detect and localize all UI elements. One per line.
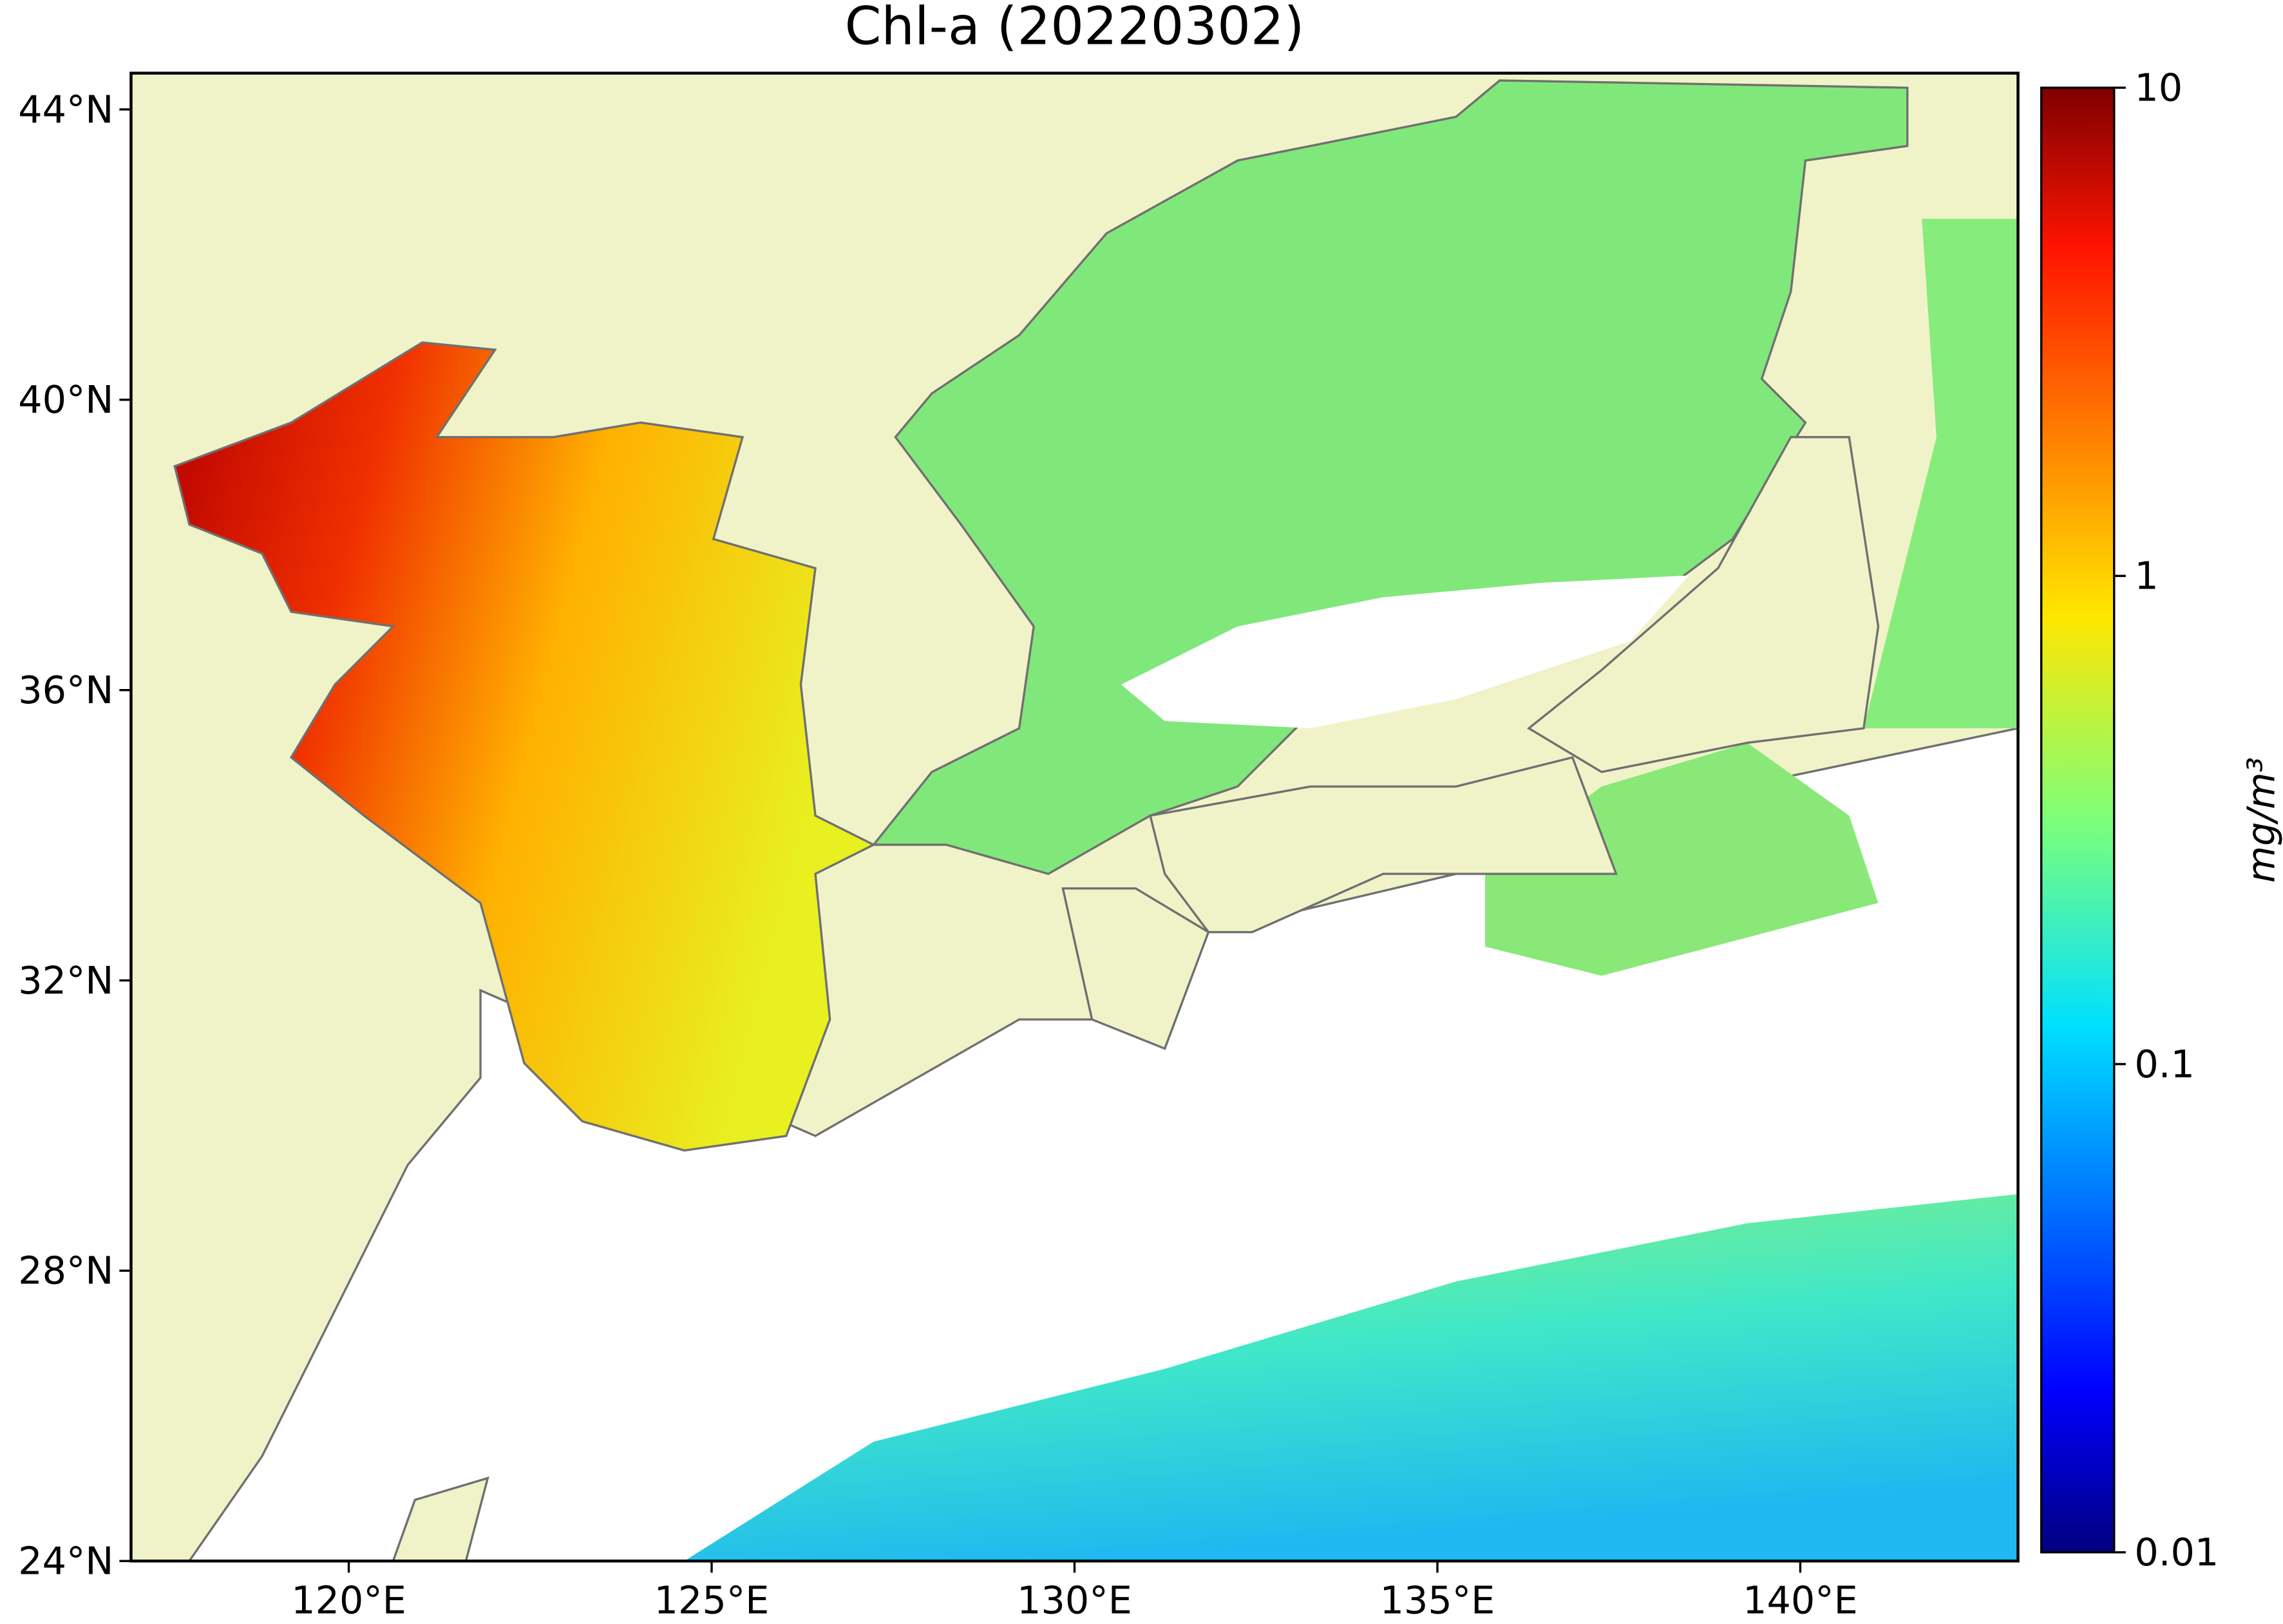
kyushu: [1061, 887, 1210, 1050]
x-tick-label: 125°E: [654, 1578, 770, 1623]
chart-title: Chl-a (20220302): [845, 0, 1305, 57]
colorbar: [2040, 86, 2116, 1554]
colorbar-tick-label: 0.01: [2134, 1530, 2219, 1574]
x-tick-label: 120°E: [291, 1578, 406, 1623]
y-tick-label: 32°N: [18, 958, 113, 1003]
y-tick-label: 24°N: [18, 1539, 113, 1583]
taiwan: [392, 1476, 489, 1562]
east-pacific-chl: [1863, 218, 2018, 729]
y-tick-label: 40°N: [18, 377, 113, 422]
y-tick-label: 36°N: [18, 668, 113, 712]
colorbar-tick-label: 10: [2134, 66, 2183, 110]
colorbar-tick-label: 1: [2134, 554, 2158, 598]
colorbar-label: mg/m³: [2239, 757, 2283, 883]
map-area: [131, 73, 2018, 1562]
y-tick-label: 44°N: [18, 87, 113, 131]
x-tick-label: 130°E: [1017, 1578, 1132, 1623]
x-tick-label: 140°E: [1743, 1578, 1858, 1623]
pacific-chl: [684, 1194, 2018, 1562]
x-tick-label: 135°E: [1380, 1578, 1495, 1623]
yellow-sea-chl: [173, 341, 876, 1152]
cloud-nodata: [1121, 575, 1689, 729]
colorbar-tick-label: 0.1: [2134, 1042, 2194, 1086]
honshu-north: [1526, 436, 1880, 773]
y-tick-label: 28°N: [18, 1249, 113, 1293]
honshu-south: [1148, 756, 1618, 934]
